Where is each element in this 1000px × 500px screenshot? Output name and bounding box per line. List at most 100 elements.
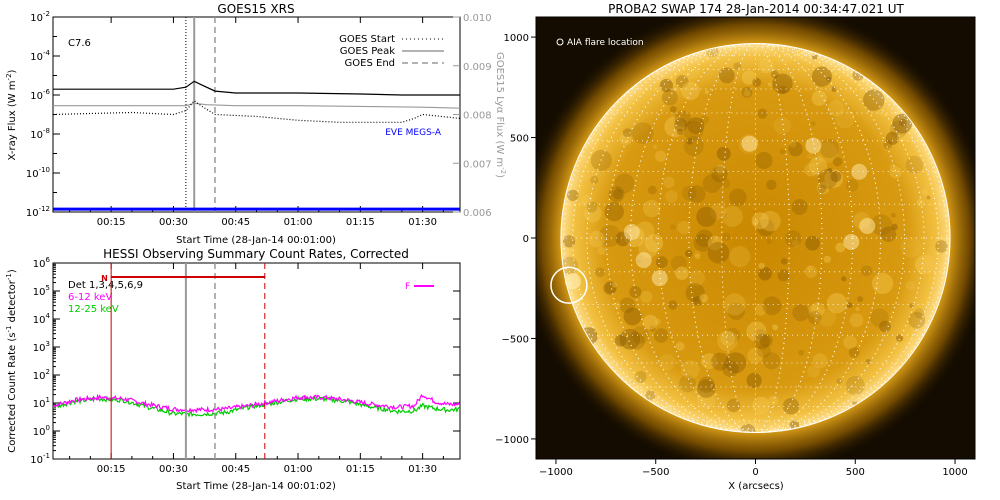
active-region	[805, 137, 822, 154]
aia-flare-location-circle	[550, 266, 588, 304]
bright-feature	[694, 250, 701, 257]
dark-feature	[695, 229, 714, 248]
hessi-y-tick-label: 105	[33, 284, 50, 298]
bright-feature	[814, 317, 820, 323]
hessi-x-tick-label: 00:15	[97, 464, 126, 475]
hessi-y-tick-label: 102	[33, 368, 50, 382]
flag-f-label: F	[405, 282, 410, 292]
dark-feature	[861, 265, 873, 277]
longitude-line	[721, 43, 790, 433]
dark-feature	[746, 372, 762, 388]
hessi-y-tick-label: 104	[33, 312, 51, 326]
bright-feature	[723, 293, 746, 316]
active-region	[859, 217, 876, 234]
dark-feature	[696, 206, 717, 227]
dark-feature	[770, 70, 779, 79]
bright-feature	[758, 262, 765, 270]
dark-feature	[671, 255, 687, 272]
dark-feature	[870, 308, 889, 328]
bright-feature	[754, 418, 770, 433]
dark-feature	[757, 108, 768, 119]
goes-y-tick-label: 10-8	[30, 127, 50, 141]
goes-y2-tick-label: 0.008	[463, 111, 492, 122]
bright-feature	[792, 240, 800, 248]
dark-feature	[798, 349, 805, 356]
goes-long-channel-line	[53, 80, 460, 96]
dark-feature	[604, 282, 616, 294]
hessi-flag-legend: F	[405, 282, 434, 292]
dark-feature	[766, 179, 777, 190]
bright-feature	[664, 116, 685, 138]
dark-feature	[675, 75, 689, 88]
bright-feature	[752, 396, 770, 415]
bright-feature	[640, 290, 653, 303]
dark-feature	[687, 117, 705, 135]
dark-feature	[674, 118, 688, 132]
swap-y-tick-label: −500	[502, 334, 529, 345]
bright-feature	[817, 308, 836, 327]
dark-feature	[762, 352, 781, 370]
dark-feature	[766, 238, 772, 244]
bright-feature	[888, 163, 896, 171]
swap-x-label: X (arcsecs)	[728, 481, 784, 492]
dark-feature	[718, 67, 735, 84]
dark-feature	[827, 168, 833, 173]
dark-feature	[598, 224, 621, 247]
dark-feature	[782, 397, 800, 415]
legend-goes-start-label: GOES Start	[339, 34, 395, 45]
dark-feature	[885, 131, 900, 145]
bright-feature	[681, 81, 700, 101]
bright-feature	[925, 244, 947, 266]
bright-feature	[655, 150, 667, 162]
active-region	[635, 252, 652, 269]
dark-feature	[779, 148, 786, 155]
dark-feature	[629, 285, 642, 298]
dark-feature	[631, 122, 654, 144]
dark-feature	[836, 378, 842, 384]
bright-feature	[741, 70, 757, 85]
bright-feature	[817, 181, 830, 195]
dark-feature	[791, 199, 808, 215]
dark-feature	[693, 234, 712, 252]
bright-feature	[921, 188, 929, 196]
dark-feature	[604, 202, 624, 222]
dark-feature	[880, 226, 897, 242]
longitude-line	[688, 43, 823, 433]
bright-feature	[855, 307, 860, 311]
dark-feature	[831, 86, 837, 92]
bright-feature	[635, 221, 655, 241]
goes-y2-label: GOES15 Lyα Flux (W m-2)	[494, 52, 507, 178]
dark-feature	[619, 328, 641, 350]
dark-feature	[678, 375, 697, 393]
bright-feature	[743, 89, 751, 97]
bright-feature	[729, 246, 751, 268]
bright-feature	[807, 265, 813, 271]
bright-feature	[827, 100, 844, 117]
dark-feature	[729, 188, 747, 207]
bright-feature	[654, 318, 661, 325]
dark-feature	[857, 296, 864, 303]
bright-feature	[872, 272, 894, 294]
hessi-x-ticks: 00:15 00:30 00:45 01:00 01:15 01:30	[69, 263, 444, 475]
bright-feature	[849, 313, 864, 328]
hessi-6-12-kev-line	[53, 393, 460, 414]
dark-feature	[563, 235, 576, 248]
hessi-legend: Det 1,3,4,5,6,9 6-12 keV 12-25 keV	[68, 280, 143, 315]
dark-feature	[935, 240, 948, 253]
active-region	[843, 234, 860, 251]
bright-feature	[705, 90, 709, 95]
dark-feature	[707, 241, 730, 264]
bright-feature	[627, 372, 639, 383]
dark-feature	[841, 276, 847, 282]
hessi-axes-frame	[52, 262, 461, 460]
flare-legend-label: AIA flare location	[567, 38, 644, 48]
goes-y2-tick-label: 0.009	[463, 62, 492, 73]
bright-feature	[694, 253, 701, 260]
bright-feature	[835, 242, 846, 253]
dark-feature	[845, 376, 865, 395]
goes-y-tick-label: 10-12	[26, 205, 50, 219]
dark-feature	[711, 352, 729, 371]
bright-feature	[773, 116, 792, 135]
swap-image	[536, 17, 975, 459]
